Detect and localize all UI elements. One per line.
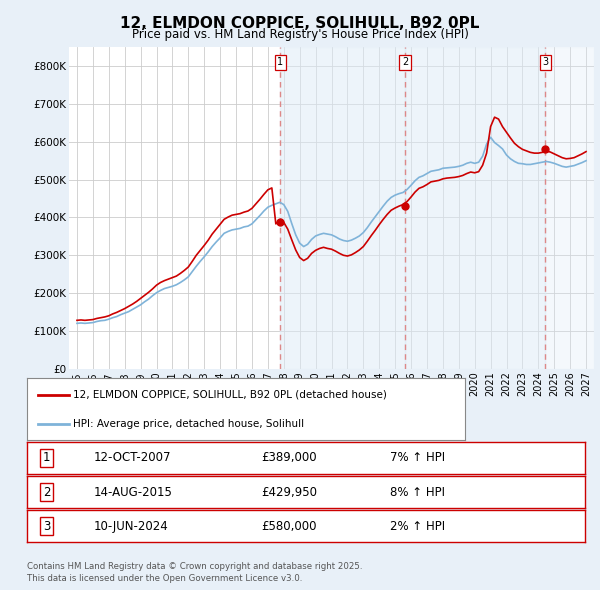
Text: 2: 2 [43, 486, 50, 499]
Bar [545, 47, 594, 369]
Text: Contains HM Land Registry data © Crown copyright and database right 2025.
This d: Contains HM Land Registry data © Crown c… [27, 562, 362, 583]
Text: 2% ↑ HPI: 2% ↑ HPI [390, 520, 445, 533]
Text: 3: 3 [43, 520, 50, 533]
Text: 8% ↑ HPI: 8% ↑ HPI [390, 486, 445, 499]
Text: Price paid vs. HM Land Registry's House Price Index (HPI): Price paid vs. HM Land Registry's House … [131, 28, 469, 41]
Bar [280, 47, 405, 369]
Text: £580,000: £580,000 [262, 520, 317, 533]
Text: 14-AUG-2015: 14-AUG-2015 [94, 486, 173, 499]
Text: £389,000: £389,000 [262, 451, 317, 464]
Text: 1: 1 [43, 451, 50, 464]
Text: 12, ELMDON COPPICE, SOLIHULL, B92 0PL (detached house): 12, ELMDON COPPICE, SOLIHULL, B92 0PL (d… [73, 390, 387, 400]
Text: HPI: Average price, detached house, Solihull: HPI: Average price, detached house, Soli… [73, 419, 304, 429]
Text: 3: 3 [542, 57, 548, 67]
Text: 12-OCT-2007: 12-OCT-2007 [94, 451, 172, 464]
Bar [405, 47, 545, 369]
Text: 2: 2 [402, 57, 408, 67]
Text: 1: 1 [277, 57, 283, 67]
Text: £429,950: £429,950 [262, 486, 317, 499]
Text: 10-JUN-2024: 10-JUN-2024 [94, 520, 169, 533]
Text: 12, ELMDON COPPICE, SOLIHULL, B92 0PL: 12, ELMDON COPPICE, SOLIHULL, B92 0PL [121, 16, 479, 31]
Text: 7% ↑ HPI: 7% ↑ HPI [390, 451, 445, 464]
